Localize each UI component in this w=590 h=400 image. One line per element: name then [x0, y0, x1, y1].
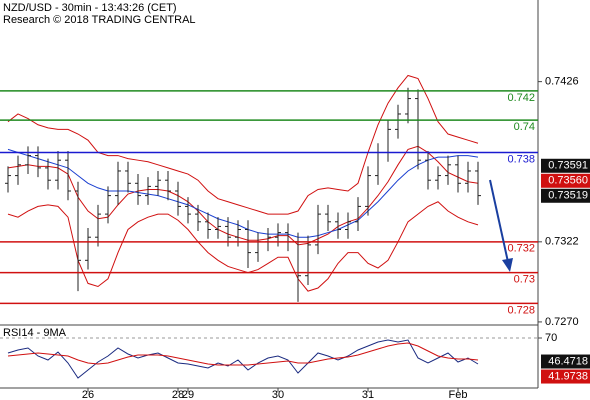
x-tick-label: 31 — [362, 389, 374, 400]
chart-title: NZD/USD - 30min - 13:43:26 (CET) — [3, 2, 177, 14]
y-tick-label: 0.7426 — [545, 76, 579, 88]
level-label: 0.738 — [507, 153, 535, 165]
price-tag-label: 46.4718 — [548, 355, 588, 367]
price-tag-label: 41.9738 — [548, 370, 588, 382]
level-label: 0.742 — [507, 92, 535, 104]
indicator-line — [7, 148, 479, 238]
level-label: 0.74 — [514, 121, 535, 133]
y-tick-label: 0.7270 — [545, 316, 579, 328]
x-tick-label: 28 — [172, 389, 184, 400]
indicator-line — [7, 145, 479, 246]
x-tick-label: 29 — [182, 389, 194, 400]
indicator-line — [7, 74, 479, 215]
chart-subtitle: Research © 2018 TRADING CENTRAL — [3, 14, 196, 26]
plot-layer: 0.742 0.74 0.738 0.732 0.73 0.728 0.7426 0.7322… — [0, 74, 590, 384]
forecast-arrowhead — [502, 258, 513, 272]
price-tag-label: 0.73591 — [548, 160, 588, 172]
price-tag — [541, 369, 590, 384]
price-tag — [541, 158, 590, 173]
indicator-line — [7, 342, 479, 366]
forecast-arrow — [489, 179, 509, 263]
x-tick-label: Feb — [449, 389, 468, 400]
price-tag — [541, 354, 590, 369]
y-tick-label: 70 — [545, 332, 557, 344]
rsi-title: RSI14 - 9MA — [3, 327, 67, 339]
y-tick-label: 0.7322 — [545, 236, 579, 248]
price-tag — [541, 173, 590, 188]
price-tag-label: 0.73560 — [548, 175, 588, 187]
price-tag — [541, 188, 590, 203]
x-tick-label: 30 — [272, 389, 284, 400]
x-tick-label: 26 — [82, 389, 94, 400]
level-label: 0.728 — [507, 304, 535, 316]
indicator-line — [7, 201, 479, 292]
level-label: 0.73 — [514, 274, 535, 286]
price-tag-label: 0.73519 — [548, 190, 588, 202]
level-label: 0.732 — [507, 243, 535, 255]
